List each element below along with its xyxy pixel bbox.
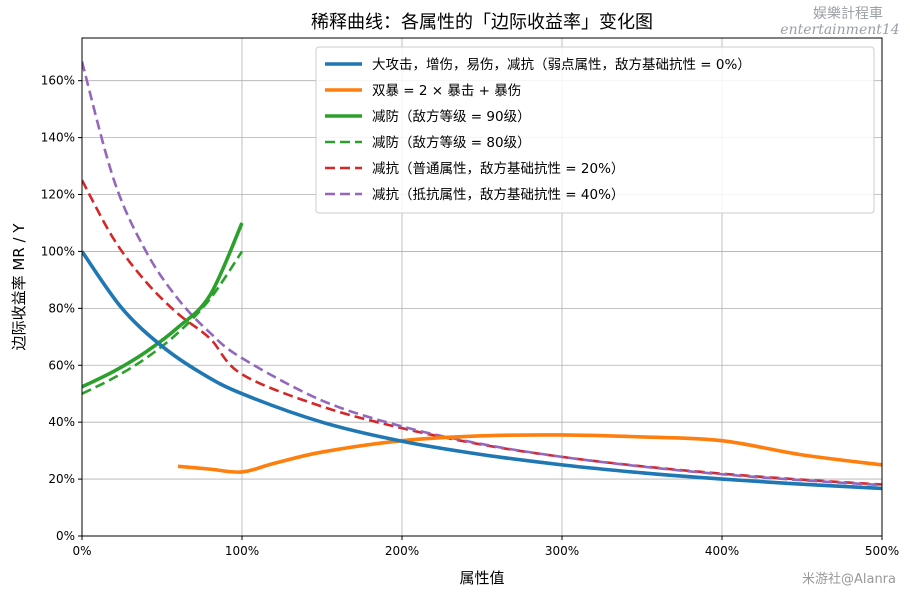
legend: 大攻击，增伤，易伤，减抗（弱点属性，敌方基础抗性 = 0%） 双暴 = 2 × 暴… [315, 46, 875, 214]
x-tick-label: 0% [72, 544, 91, 558]
legend-items: 大攻击，增伤，易伤，减抗（弱点属性，敌方基础抗性 = 0%） 双暴 = 2 × 暴… [325, 56, 751, 203]
credit-text: 米游社@Alanra [802, 571, 896, 587]
series-lines [82, 61, 882, 491]
y-tick-label: 0% [56, 529, 75, 543]
y-tick-label: 20% [48, 472, 75, 486]
legend-label-6: 减抗（抵抗属性，敌方基础抗性 = 40%） [372, 186, 624, 203]
y-tick-label: 80% [48, 301, 75, 315]
series-line-6 [82, 61, 882, 487]
watermark-line-1: 娱樂計程車 [813, 5, 883, 22]
axis-ticks: 0% 100% 200% 300% 400% 500% 0% 20% 40% 60% 80% 100%… [41, 74, 899, 558]
legend-label-3: 减防（敌方等级 = 90级） [372, 108, 531, 125]
x-tick-label: 100% [225, 544, 259, 558]
legend-label-2: 双暴 = 2 × 暴击 + 暴伤 [372, 83, 521, 99]
series-line-5 [82, 179, 882, 486]
plot-frame [81, 37, 883, 537]
x-axis-title: 属性值 [459, 569, 504, 587]
legend-label-5: 减抗（普通属性，敌方基础抗性 = 20%） [372, 160, 624, 177]
y-tick-label: 40% [48, 415, 75, 429]
y-axis-title: 边际收益率 MR / Y [10, 223, 28, 351]
series-line-3 [82, 222, 244, 389]
y-tick-label: 140% [41, 131, 75, 145]
x-tick-label: 200% [385, 544, 419, 558]
legend-box [315, 46, 875, 214]
x-tick-label: 500% [865, 544, 899, 558]
y-tick-label: 60% [48, 358, 75, 372]
legend-label-4: 减防（敌方等级 = 80级） [372, 134, 531, 151]
y-tick-label: 120% [41, 188, 75, 202]
y-tick-label: 100% [41, 244, 75, 258]
watermark-line-2: entertainment14 [780, 22, 899, 38]
legend-label-1: 大攻击，增伤，易伤，减抗（弱点属性，敌方基础抗性 = 0%） [372, 56, 751, 73]
chart-title: 稀释曲线：各属性的「边际收益率」变化图 [311, 12, 653, 33]
x-tick-label: 300% [545, 544, 579, 558]
y-tick-label: 160% [41, 74, 75, 88]
series-line-2 [177, 433, 882, 474]
x-tick-label: 400% [705, 544, 739, 558]
series-line-1 [82, 250, 882, 491]
